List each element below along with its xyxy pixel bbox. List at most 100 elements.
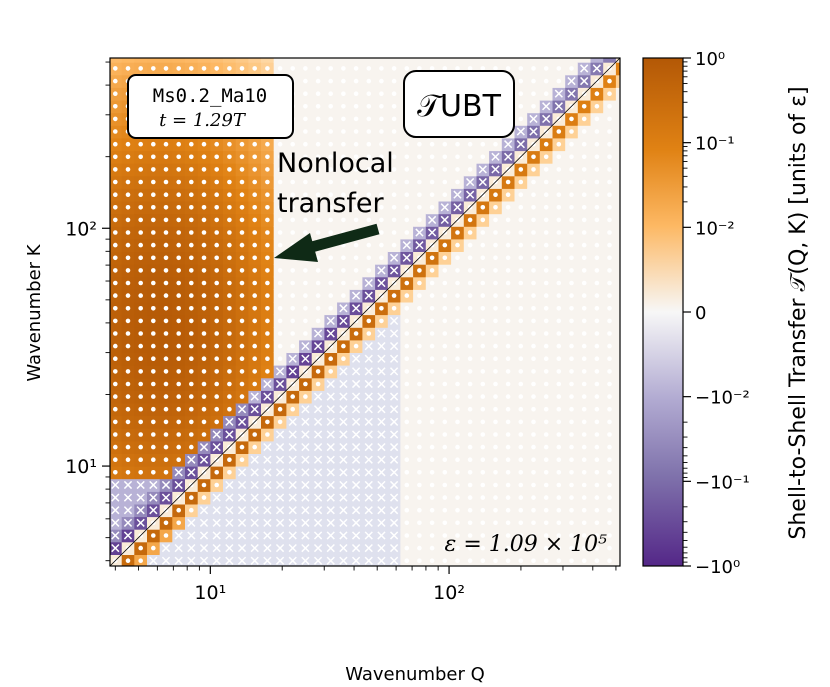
- negative-marker: [389, 341, 399, 351]
- positive-marker: [176, 381, 181, 387]
- positive-marker: [125, 470, 131, 475]
- heatmap-cell: [629, 542, 642, 555]
- positive-marker: [594, 558, 600, 563]
- time-label: t = 1.29T: [159, 110, 247, 131]
- positive-marker: [518, 116, 524, 122]
- positive-marker: [201, 268, 207, 273]
- positive-marker: [404, 154, 410, 160]
- positive-marker: [277, 280, 283, 286]
- positive-marker: [569, 141, 574, 147]
- positive-marker: [227, 369, 232, 374]
- positive-marker: [556, 356, 562, 362]
- positive-marker: [303, 129, 308, 134]
- positive-marker: [480, 293, 486, 298]
- positive-marker: [404, 520, 410, 526]
- positive-marker: [417, 343, 422, 349]
- negative-marker: [542, 102, 551, 111]
- positive-marker: [429, 432, 435, 437]
- positive-marker: [505, 280, 511, 286]
- heatmap-cell: [387, 58, 402, 63]
- negative-marker: [377, 341, 386, 351]
- positive-marker: [518, 381, 524, 387]
- positive-marker: [493, 369, 498, 374]
- positive-marker: [556, 406, 562, 412]
- negative-marker: [212, 531, 221, 540]
- positive-marker: [138, 230, 143, 235]
- negative-marker: [275, 442, 285, 452]
- positive-marker: [429, 66, 435, 71]
- positive-marker: [442, 444, 448, 450]
- positive-marker: [404, 205, 410, 210]
- negative-marker: [377, 266, 386, 275]
- positive-marker: [201, 406, 207, 412]
- positive-marker: [518, 520, 524, 526]
- positive-marker: [429, 141, 435, 147]
- x-tick-label: 10¹: [194, 582, 226, 604]
- positive-marker: [239, 268, 245, 273]
- positive-marker: [581, 255, 587, 261]
- positive-marker: [113, 104, 118, 109]
- positive-marker: [151, 217, 156, 223]
- negative-marker: [301, 354, 310, 363]
- negative-marker: [453, 203, 462, 212]
- positive-marker: [125, 167, 131, 172]
- positive-marker: [201, 318, 207, 324]
- heatmap-cell: [629, 239, 642, 252]
- positive-marker: [189, 432, 194, 437]
- positive-marker: [328, 255, 334, 261]
- positive-marker: [239, 318, 245, 324]
- negative-marker: [389, 531, 399, 540]
- positive-marker: [480, 470, 486, 475]
- positive-marker: [505, 432, 511, 437]
- heatmap-cell: [451, 58, 465, 63]
- negative-marker: [263, 379, 272, 389]
- negative-marker: [199, 531, 209, 540]
- positive-marker: [429, 154, 435, 160]
- positive-marker: [569, 242, 574, 248]
- negative-marker: [275, 379, 285, 389]
- positive-marker: [442, 268, 448, 273]
- negative-marker: [351, 556, 361, 565]
- positive-marker: [493, 217, 498, 223]
- heatmap-cell: [439, 24, 452, 37]
- positive-marker: [531, 280, 536, 286]
- positive-marker: [518, 306, 524, 311]
- heatmap-cell: [615, 301, 620, 316]
- negative-marker: [275, 531, 285, 540]
- negative-marker: [275, 518, 285, 527]
- positive-marker: [239, 205, 245, 210]
- positive-marker: [303, 179, 308, 185]
- positive-marker: [493, 141, 498, 147]
- heatmap-cell: [615, 390, 620, 404]
- positive-marker: [442, 394, 448, 399]
- positive-marker: [252, 381, 257, 387]
- positive-marker: [341, 154, 346, 160]
- positive-marker: [125, 306, 131, 311]
- heatmap-cell: [629, 151, 642, 164]
- heatmap-cell: [413, 37, 426, 50]
- positive-marker: [543, 444, 549, 450]
- positive-marker: [113, 154, 118, 160]
- positive-marker: [480, 507, 486, 513]
- positive-marker: [353, 192, 359, 197]
- negative-marker: [389, 518, 399, 527]
- positive-marker: [404, 394, 410, 399]
- positive-marker: [607, 507, 612, 513]
- positive-marker: [556, 533, 562, 538]
- positive-marker: [341, 356, 346, 362]
- negative-marker: [364, 493, 373, 502]
- positive-marker: [442, 432, 448, 437]
- positive-marker: [429, 545, 435, 551]
- negative-marker: [389, 442, 399, 452]
- heatmap-cell: [629, 554, 642, 567]
- positive-marker: [417, 369, 422, 374]
- negative-marker: [149, 493, 158, 502]
- positive-marker: [341, 129, 346, 134]
- positive-marker: [556, 369, 562, 374]
- positive-marker: [556, 495, 562, 500]
- positive-marker: [404, 381, 410, 387]
- positive-marker: [581, 230, 587, 235]
- positive-marker: [328, 154, 334, 160]
- positive-marker: [125, 268, 131, 273]
- heatmap-cell: [236, 37, 249, 50]
